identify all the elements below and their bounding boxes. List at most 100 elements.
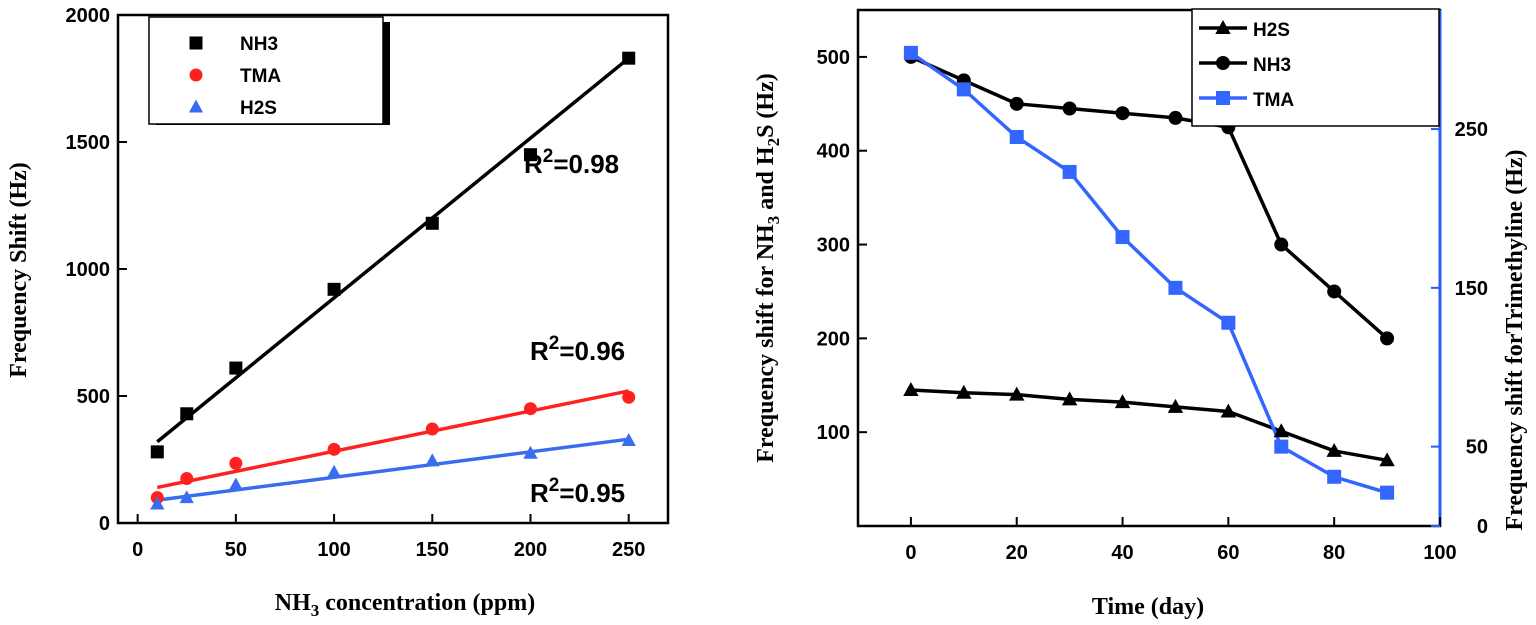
right-point-nh3 [1327, 284, 1342, 299]
right-line-h2s [910, 388, 1388, 463]
right-point-tma [903, 45, 918, 60]
left-point-tma [524, 402, 537, 416]
left-point-h2s [425, 453, 440, 467]
right-legend-marker-tma [1216, 91, 1230, 105]
right-point-tma [1274, 439, 1289, 454]
right-left-y-tick-label: 200 [817, 328, 850, 350]
left-legend-items: NH3 TMA H2S [188, 34, 281, 119]
right-point-tma [1327, 469, 1342, 484]
right-x-tick-label: 100 [1423, 542, 1456, 564]
right-point-nh3 [1274, 237, 1289, 252]
right-point-tma [1115, 230, 1130, 245]
right-legend-marker-nh3 [1216, 56, 1230, 70]
right-chart: 0 20 40 60 80 100 100 200 300 400 500 0 50 150 250 H2S… [753, 8, 1528, 620]
right-x-tick-label: 0 [905, 542, 916, 564]
left-x-tick-label: 200 [514, 539, 547, 561]
right-point-nh3 [1168, 110, 1183, 125]
left-point-h2s [621, 433, 636, 447]
left-data-points [150, 51, 636, 510]
left-point-tma [327, 442, 341, 456]
right-point-tma [1168, 280, 1183, 295]
right-point-h2s [903, 381, 919, 396]
right-legend: H2S NH3 TMA [1191, 8, 1440, 127]
left-y-tick-label: 1000 [66, 259, 111, 281]
left-legend-marker-tma [189, 68, 203, 82]
right-left-y-tick-label: 400 [817, 141, 850, 163]
left-axis-ticks: 0 50 100 150 200 250 0 500 1000 1500 2000 [66, 5, 646, 561]
left-point-nh3 [524, 148, 537, 162]
right-point-h2s [1326, 442, 1342, 457]
right-right-y-axis-label: Frequency shift forTrimethyline (Hz) [1502, 149, 1528, 530]
right-x-tick-label: 80 [1323, 542, 1345, 564]
right-point-nh3 [1380, 331, 1395, 346]
left-x-axis-label: NH3 concentration (ppm) [275, 590, 535, 620]
right-point-h2s [1273, 423, 1289, 438]
left-point-h2s [179, 490, 194, 504]
right-point-nh3 [1062, 101, 1077, 116]
left-point-nh3 [180, 407, 194, 421]
left-fit-line-tma [156, 389, 630, 490]
left-y-tick-label: 0 [99, 513, 110, 535]
right-left-y-tick-label: 500 [817, 47, 850, 69]
right-data-points [903, 45, 1395, 500]
left-point-h2s [326, 464, 342, 478]
right-x-tick-label: 40 [1111, 542, 1133, 564]
left-y-tick-label: 1500 [66, 132, 111, 154]
right-x-tick-label: 20 [1006, 542, 1028, 564]
right-point-tma [1062, 164, 1077, 179]
left-legend-label-h2s: H2S [240, 98, 277, 119]
right-point-tma [1009, 130, 1024, 145]
left-legend-marker-nh3 [189, 36, 203, 50]
right-point-h2s [1061, 391, 1078, 406]
left-y-axis-label: Frequency Shift (Hz) [6, 162, 32, 378]
right-point-h2s [1220, 403, 1237, 418]
right-point-h2s [1009, 386, 1025, 401]
right-line-nh3 [910, 55, 1389, 340]
left-legend-marker-h2s [188, 99, 204, 113]
left-point-nh3 [622, 51, 636, 65]
right-left-y-axis-label: Frequency shift for NH3 and H2S (Hz) [753, 73, 783, 462]
left-r2-label: R2=0.98 [524, 146, 619, 179]
left-r2-label: R2=0.95 [530, 475, 625, 508]
right-point-h2s [1114, 394, 1131, 409]
right-right-y-tick-label: 150 [1455, 278, 1488, 300]
left-x-tick-label: 100 [317, 539, 350, 561]
right-series-lines [909, 51, 1389, 495]
right-legend-marker-h2s [1215, 20, 1231, 34]
right-legend-label-h2s: H2S [1253, 20, 1290, 41]
right-left-y-tick-label: 300 [817, 235, 850, 257]
left-y-tick-label: 2000 [66, 5, 111, 27]
right-left-y-tick-label: 100 [817, 422, 850, 444]
left-point-h2s [523, 445, 538, 459]
right-line-tma [909, 51, 1388, 495]
right-point-h2s [1167, 398, 1184, 413]
left-x-tick-label: 50 [225, 539, 247, 561]
left-legend-box [148, 16, 384, 125]
right-point-nh3 [1009, 96, 1024, 111]
right-right-y-tick-label: 250 [1455, 119, 1488, 141]
right-legend-label-tma: TMA [1253, 90, 1294, 111]
right-right-y-tick-label: 50 [1466, 437, 1488, 459]
right-point-h2s [1379, 452, 1395, 467]
left-point-nh3 [425, 216, 439, 230]
left-x-tick-label: 0 [132, 539, 143, 561]
right-legend-items: H2S NH3 TMA [1199, 20, 1294, 111]
left-fit-line-nh3 [156, 56, 630, 444]
right-x-tick-label: 60 [1217, 542, 1239, 564]
left-r2-labels: R2=0.98 R2=0.96 R2=0.95 [524, 146, 625, 508]
right-right-y-tick-label: 0 [1477, 516, 1488, 538]
right-point-tma [1380, 485, 1395, 500]
left-x-tick-label: 250 [612, 539, 645, 561]
left-point-tma [622, 390, 636, 404]
left-legend-label-nh3: NH3 [240, 34, 278, 55]
left-point-tma [180, 472, 194, 486]
left-point-nh3 [327, 282, 341, 296]
left-r2-label: R2=0.96 [530, 333, 625, 366]
right-x-axis-label: Time (day) [1092, 594, 1204, 620]
left-point-tma [229, 456, 243, 470]
left-point-nh3 [229, 361, 243, 375]
left-legend-label-tma: TMA [240, 66, 281, 87]
right-legend-label-nh3: NH3 [1253, 55, 1291, 76]
